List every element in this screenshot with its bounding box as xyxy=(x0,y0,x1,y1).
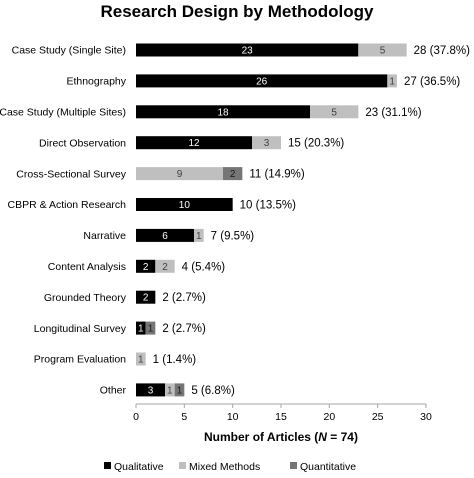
category-label: Case Study (Multiple Sites) xyxy=(0,107,126,119)
category-label: Other xyxy=(100,385,127,397)
legend-swatch xyxy=(104,462,111,469)
data-label: 1 xyxy=(138,324,144,335)
x-axis-title-part: = 74) xyxy=(327,430,358,444)
x-axis: 0 5 10 15 20 25 30 xyxy=(133,403,432,423)
category-label: Cross-Sectional Survey xyxy=(16,168,126,180)
category-label: Grounded Theory xyxy=(44,292,127,304)
bar-segment xyxy=(165,383,175,397)
data-label: 3 xyxy=(264,138,270,149)
bar-segment xyxy=(136,43,359,57)
category-label: Narrative xyxy=(83,230,126,242)
bar-segment xyxy=(136,383,165,397)
bar-segment xyxy=(194,228,204,242)
x-tick-label: 30 xyxy=(420,411,432,423)
x-axis-title-part: N xyxy=(318,430,327,444)
category-label: Content Analysis xyxy=(48,261,126,273)
data-label: 1 xyxy=(389,76,395,87)
legend-label: Qualitative xyxy=(114,461,164,473)
legend-swatch xyxy=(179,462,186,469)
legend: Qualitative Mixed Methods Quantitative xyxy=(104,461,356,473)
data-label: 5 xyxy=(331,107,337,118)
data-label: 1 xyxy=(138,355,144,366)
data-label: 18 xyxy=(217,107,229,118)
x-tick-label: 5 xyxy=(181,411,187,423)
bar-segment xyxy=(310,105,359,119)
data-label: 6 xyxy=(162,231,168,242)
bar-segment xyxy=(136,228,194,242)
data-label: 26 xyxy=(256,76,268,87)
data-label: 5 xyxy=(380,46,386,57)
total-label: 7 (9.5%) xyxy=(211,230,255,242)
data-label: 1 xyxy=(167,385,173,396)
bar-segment xyxy=(136,259,156,273)
data-label: 1 xyxy=(148,324,154,335)
total-label: 4 (5.4%) xyxy=(182,261,226,273)
bar-segment xyxy=(387,74,397,88)
category-label: CBPR & Action Research xyxy=(8,199,127,211)
bars: 23 5 28 (37.8%)26 1 27 (36.5%)18 5 23 (31.1%)1… xyxy=(136,43,470,397)
data-label: 10 xyxy=(179,200,191,211)
total-label: 28 (37.8%) xyxy=(414,45,470,57)
bar-segment xyxy=(136,136,252,150)
x-tick-label: 10 xyxy=(227,411,239,423)
total-label: 2 (2.7%) xyxy=(162,323,206,335)
data-label: 2 xyxy=(162,262,168,273)
bar-segment xyxy=(136,198,233,211)
data-label: 2 xyxy=(230,169,236,180)
data-label: 2 xyxy=(143,262,149,273)
bar-segment xyxy=(145,321,156,335)
total-label: 10 (13.5%) xyxy=(240,200,296,212)
x-tick-label: 20 xyxy=(323,411,335,423)
data-label: 12 xyxy=(188,138,200,149)
data-label: 1 xyxy=(177,385,183,396)
bar-segment xyxy=(136,321,146,335)
total-label: 2 (2.7%) xyxy=(162,292,206,304)
bar-segment xyxy=(136,167,223,181)
total-label: 1 (1.4%) xyxy=(153,354,197,366)
data-label: 23 xyxy=(242,46,254,57)
legend-label: Mixed Methods xyxy=(189,461,260,473)
bar-segment xyxy=(136,74,388,88)
bar-segment xyxy=(252,136,281,150)
bar-segment xyxy=(174,383,185,397)
legend-label: Quantitative xyxy=(300,461,356,473)
x-tick-label: 25 xyxy=(372,411,384,423)
category-label: Ethnography xyxy=(66,76,126,88)
chart-title: Research Design by Methodology xyxy=(101,2,375,21)
bar-segment xyxy=(358,43,407,57)
data-label: 9 xyxy=(177,169,183,180)
bar-segment xyxy=(136,290,156,304)
total-label: 15 (20.3%) xyxy=(288,138,344,150)
category-label: Program Evaluation xyxy=(34,354,126,366)
data-label: 2 xyxy=(143,293,149,304)
legend-swatch xyxy=(290,462,297,469)
total-label: 27 (36.5%) xyxy=(404,76,460,88)
category-label: Case Study (Single Site) xyxy=(12,45,126,57)
category-label: Longitudinal Survey xyxy=(34,323,127,335)
x-tick-label: 15 xyxy=(275,411,287,423)
x-axis-title-part: Number of Articles ( xyxy=(204,430,318,444)
total-label: 11 (14.9%) xyxy=(249,169,305,181)
category-labels: Case Study (Single Site) Ethnography Case … xyxy=(0,45,127,397)
bar-segment xyxy=(136,352,146,366)
bar-segment xyxy=(223,167,243,181)
x-axis-title: Number of Articles (N = 74) xyxy=(204,430,358,444)
data-label: 1 xyxy=(196,231,202,242)
data-label: 3 xyxy=(148,385,154,396)
total-label: 5 (6.8%) xyxy=(191,385,235,397)
category-label: Direct Observation xyxy=(39,137,126,149)
bar-segment xyxy=(136,105,310,119)
total-label: 23 (31.1%) xyxy=(365,107,421,119)
x-tick-label: 0 xyxy=(133,411,139,423)
bar-segment xyxy=(155,259,175,273)
